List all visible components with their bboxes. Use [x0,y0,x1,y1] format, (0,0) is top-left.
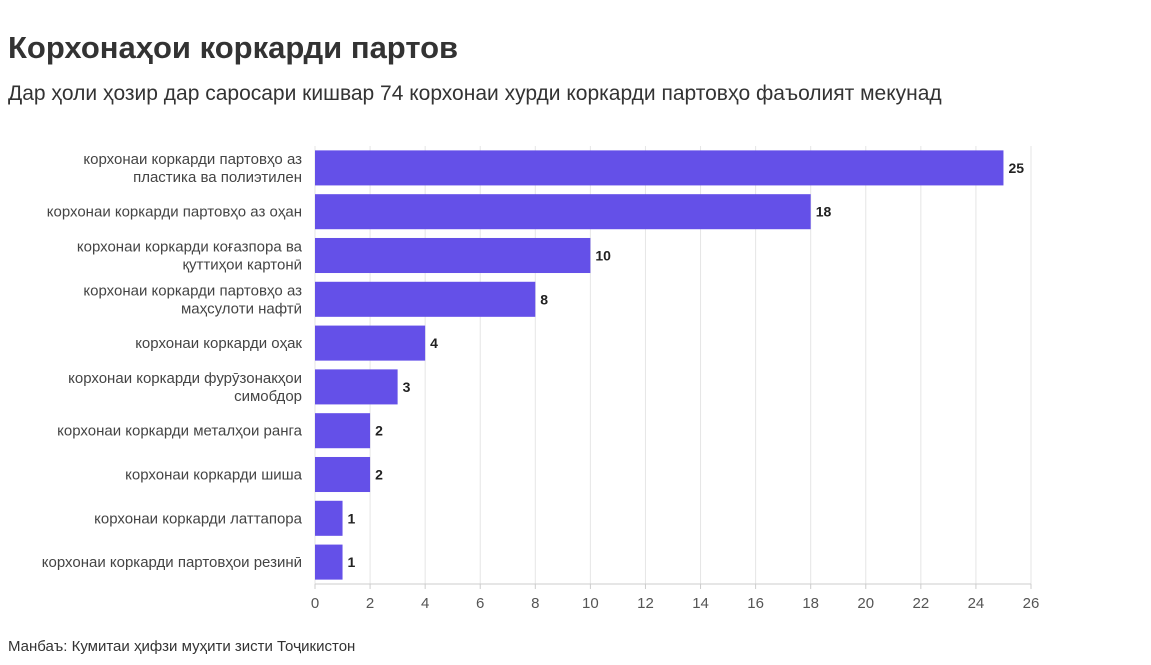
x-tick-label: 26 [1023,595,1040,612]
bar [315,237,591,274]
x-axis: 0 2 4 6 8 10 12 14 16 18 20 22 24 26 [311,583,1040,612]
category-label: корхонаи коркарди партовҳо аз маҳсулоти н… [83,282,302,317]
x-tick-label: 4 [421,595,429,612]
category-label-line: қуттиҳои картонӣ [182,257,302,274]
value-label: 1 [348,510,356,526]
bar [315,281,536,317]
value-labels: 25 18 10 8 4 3 2 2 1 1 [348,160,1025,570]
category-label: корхонаи коркарди партовҳо аз пластика ва… [83,151,302,186]
value-label: 2 [375,423,383,439]
value-label: 25 [1008,160,1024,176]
category-label-line: корхонаи коркарди партовҳои резинӣ [42,554,302,571]
x-tick-label: 0 [311,595,319,612]
bar [315,194,811,230]
category-label-line: маҳсулоти нафтӣ [181,300,302,317]
x-tick-label: 10 [582,595,599,612]
category-label-line: корхонаи коркарди шиша [125,467,302,484]
category-label-line: корхонаи коркарди партовҳо аз [83,282,302,299]
category-label: корхонаи коркарди латтапора [94,510,303,527]
x-tick-label: 14 [692,595,709,612]
value-label: 4 [430,335,438,351]
bars [315,150,1004,580]
category-label-line: корхонаи коркарди партовҳо аз оҳан [47,204,302,221]
bar [315,325,426,361]
x-tick-label: 18 [802,595,819,612]
value-label: 10 [595,248,611,264]
category-label-line: пластика ва полиэтилен [133,169,302,186]
category-label: корхонаи коркарди коғазпора ва қуттиҳои к… [77,239,303,274]
bar [315,150,1004,186]
category-label-line: корхонаи коркарди оҳак [135,335,302,352]
category-label-line: корхонаи коркарди металҳои ранга [57,423,302,440]
x-tick-label: 6 [476,595,484,612]
x-tick-label: 8 [531,595,539,612]
x-tick-label: 2 [366,595,374,612]
x-tick-label: 16 [747,595,764,612]
value-label: 18 [816,204,832,220]
category-label-line: корхонаи коркарди партовҳо аз [83,151,302,168]
category-label: корхонаи коркарди металҳои ранга [57,423,302,440]
bar [315,456,371,493]
chart-title: Корхонаҳои коркарди партов [8,30,459,65]
category-label: корхонаи коркарди шиша [125,467,302,484]
category-label: корхонаи коркарди фурӯзонакҳои симобдор [68,370,302,405]
category-label: корхонаи коркарди оҳак [135,335,302,352]
x-tick-label: 22 [913,595,930,612]
bar [315,500,343,536]
category-label-line: симобдор [234,388,302,405]
category-label: корхонаи коркарди партовҳои резинӣ [42,554,302,571]
value-label: 8 [540,291,548,307]
bar [315,544,343,580]
category-label: корхонаи коркарди партовҳо аз оҳан [47,204,302,221]
value-label: 3 [403,379,411,395]
category-label-line: корхонаи коркарди коғазпора ва [77,239,303,256]
bar [315,413,371,449]
value-label: 1 [348,554,356,570]
category-labels: корхонаи коркарди партовҳо аз пластика ва… [42,151,303,571]
value-label: 2 [375,467,383,483]
x-tick-label: 24 [968,595,985,612]
source-note: Манбаъ: Кумитаи ҳифзи муҳити зисти Тоҷик… [8,638,356,655]
category-label-line: корхонаи коркарди латтапора [94,510,303,527]
x-tick-label: 12 [637,595,654,612]
bar [315,369,398,405]
category-label-line: корхонаи коркарди фурӯзонакҳои [68,370,302,387]
chart-subtitle: Дар ҳоли ҳозир дар саросари кишвар 74 ко… [8,82,942,105]
x-tick-label: 20 [857,595,874,612]
